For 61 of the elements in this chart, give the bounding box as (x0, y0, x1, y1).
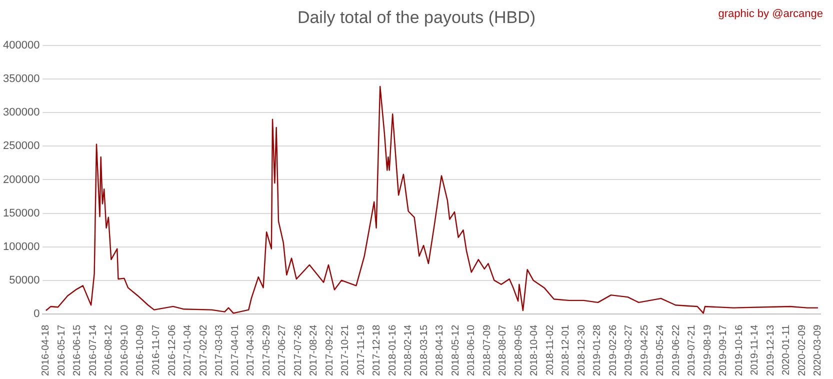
x-tick-label: 2018-12-01 (560, 324, 572, 376)
y-tick-label: 0 (34, 308, 40, 320)
x-tick-label: 2017-07-26 (292, 324, 304, 376)
y-tick-label: 350000 (2, 73, 40, 86)
x-tick-label: 2018-06-10 (466, 324, 478, 376)
y-tick-label: 300000 (2, 106, 40, 119)
x-tick-label: 2017-06-27 (277, 324, 288, 376)
x-tick-label: 2016-12-06 (166, 324, 178, 376)
x-tick-label: 2019-11-14 (750, 324, 761, 376)
x-tick-label: 2018-08-07 (498, 324, 509, 376)
x-tick-label: 2016-05-17 (56, 324, 68, 376)
x-tick-label: 2017-11-19 (356, 324, 367, 376)
x-tick-label: 2019-05-24 (655, 324, 666, 376)
x-tick-label: 2016-08-12 (104, 324, 115, 376)
x-tick-label: 2018-11-02 (544, 324, 556, 376)
x-tick-label: 2018-07-09 (482, 324, 493, 376)
x-tick-label: 2018-03-15 (418, 324, 430, 376)
x-tick-label: 2016-10-09 (135, 324, 146, 376)
x-tick-label: 2018-01-16 (387, 324, 398, 376)
x-tick-label: 2016-06-15 (72, 324, 84, 376)
chart-title: Daily total of the payouts (HBD) (297, 8, 536, 27)
x-tick-label: 2017-08-24 (308, 324, 320, 376)
y-tick-label: 150000 (2, 207, 40, 220)
y-tick-label: 250000 (2, 140, 40, 152)
x-tick-label: 2018-02-14 (403, 324, 414, 376)
x-tick-label: 2020-02-09 (796, 324, 808, 376)
x-tick-label: 2019-07-21 (686, 324, 698, 376)
x-tick-label: 2017-09-22 (324, 324, 336, 376)
x-tick-label: 2019-01-28 (592, 324, 604, 376)
x-tick-label: 2016-07-14 (88, 324, 99, 376)
x-tick-label: 2020-03-09 (812, 324, 824, 376)
x-tick-label: 2019-03-27 (624, 324, 635, 376)
x-tick-label: 2018-09-05 (513, 324, 524, 376)
x-tick-label: 2018-05-12 (450, 324, 462, 376)
x-tick-label: 2017-04-30 (246, 324, 257, 376)
x-tick-label: 2016-09-10 (119, 324, 130, 376)
text: graphic by @arcange (718, 8, 823, 20)
x-tick-label: 2016-11-07 (151, 324, 162, 376)
x-tick-label: 2016-04-18 (40, 324, 52, 376)
x-tick-label: 2020-01-11 (781, 324, 792, 376)
y-tick-label: 200000 (2, 174, 40, 186)
x-tick-label: 2017-10-21 (340, 324, 352, 376)
x-tick-label: 2019-12-13 (765, 324, 776, 376)
x-tick-label: 2019-09-17 (718, 324, 730, 376)
x-tick-label: 2019-10-16 (734, 324, 745, 376)
x-tick-label: 2018-04-13 (434, 324, 446, 376)
y-tick-label: 100000 (2, 240, 40, 253)
x-tick-label: 2019-06-22 (670, 324, 682, 376)
x-tick-label: 2019-02-26 (608, 324, 619, 376)
y-tick-label: 400000 (2, 40, 40, 52)
y-tick-label: 50000 (9, 274, 40, 286)
x-tick-label: 2017-05-29 (261, 324, 272, 376)
x-tick-label: 2017-01-04 (182, 324, 194, 376)
x-tick-label: 2017-12-18 (372, 324, 383, 376)
x-tick-label: 2019-08-19 (702, 324, 714, 376)
x-tick-label: 2018-12-30 (576, 324, 588, 376)
x-tick-label: 2017-02-02 (198, 324, 210, 376)
x-tick-label: 2017-03-03 (214, 324, 226, 376)
x-tick-label: 2018-10-04 (529, 324, 540, 376)
x-tick-label: 2017-04-01 (230, 324, 241, 376)
x-tick-label: 2019-04-25 (639, 324, 650, 376)
